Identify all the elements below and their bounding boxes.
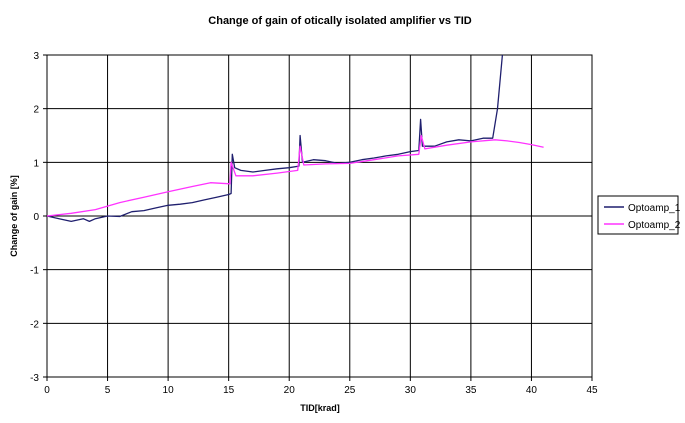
y-tick-label: -2 [30, 319, 39, 330]
series-line-optoamp-2 [46, 134, 544, 217]
x-tick-label: 10 [163, 385, 175, 396]
x-tick-label: 25 [344, 385, 356, 396]
y-tick-label: -1 [30, 266, 39, 277]
y-axis-title: Change of gain [%] [9, 175, 19, 257]
x-tick-label: 35 [465, 385, 477, 396]
y-tick-label: -3 [30, 373, 39, 384]
y-tick-label: 1 [33, 158, 39, 169]
series-lines [46, 54, 544, 223]
x-tick-label: 40 [526, 385, 538, 396]
y-tick-label: 2 [33, 105, 39, 116]
x-tick-label: 0 [44, 385, 50, 396]
x-tick-label: 45 [586, 385, 598, 396]
legend-label-optoamp-1: Optoamp_1 [628, 203, 681, 214]
x-tick-label: 30 [405, 385, 417, 396]
x-tick-label: 5 [105, 385, 111, 396]
legend-label-optoamp-2: Optoamp_2 [628, 220, 681, 231]
y-tick-label: 0 [33, 212, 39, 223]
x-tick-label: 15 [223, 385, 235, 396]
legend-box [597, 195, 679, 235]
x-tick-label: 20 [284, 385, 296, 396]
legend: Optoamp_1 Optoamp_2 [597, 195, 681, 235]
x-axis-title: TID[krad] [300, 403, 340, 413]
tick-labels: 0 5 10 15 20 25 30 35 40 45 -3 -2 -1 0 1 2 3 [30, 51, 598, 396]
chart-title: Change of gain of otically isolated ampl… [208, 15, 471, 27]
grid-lines [47, 55, 592, 377]
y-tick-label: 3 [33, 51, 39, 62]
